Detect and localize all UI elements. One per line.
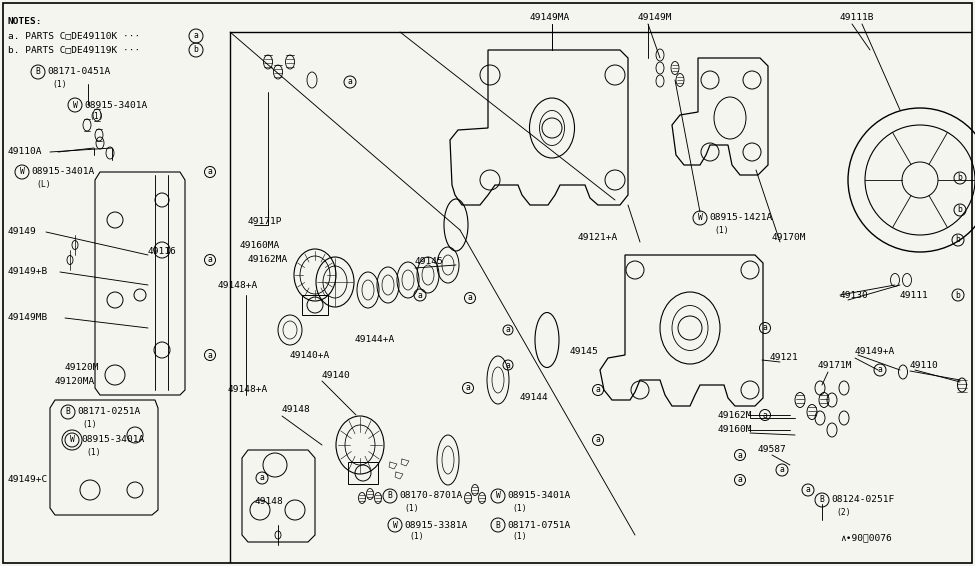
Text: b: b bbox=[957, 205, 962, 215]
Text: B: B bbox=[495, 521, 500, 530]
Text: 49110: 49110 bbox=[910, 361, 939, 370]
Text: 49140+A: 49140+A bbox=[290, 350, 331, 359]
Text: (1): (1) bbox=[512, 533, 526, 542]
Text: 49144+A: 49144+A bbox=[355, 336, 395, 345]
Text: (1): (1) bbox=[404, 504, 418, 512]
Text: 49130: 49130 bbox=[840, 290, 869, 299]
Text: b: b bbox=[956, 290, 960, 299]
Text: b: b bbox=[957, 174, 962, 182]
Bar bbox=[302, 295, 328, 315]
Text: 49162MA: 49162MA bbox=[248, 255, 289, 264]
Text: 49145: 49145 bbox=[415, 258, 444, 267]
Text: B: B bbox=[65, 408, 70, 417]
Text: 08915-1421A: 08915-1421A bbox=[709, 213, 772, 222]
Text: 08915-3401A: 08915-3401A bbox=[81, 435, 144, 444]
Text: (1): (1) bbox=[82, 419, 97, 428]
Text: (2): (2) bbox=[836, 508, 850, 517]
Text: a: a bbox=[737, 451, 742, 460]
Text: (1): (1) bbox=[89, 113, 103, 122]
Text: 49160M: 49160M bbox=[718, 426, 753, 435]
Text: a: a bbox=[208, 350, 213, 359]
Text: (1): (1) bbox=[52, 79, 66, 88]
Text: (1): (1) bbox=[86, 448, 100, 457]
Text: a: a bbox=[805, 486, 810, 495]
Text: 49140: 49140 bbox=[322, 371, 351, 379]
Text: a: a bbox=[347, 78, 352, 87]
Text: 08170-8701A: 08170-8701A bbox=[399, 491, 462, 500]
Text: a: a bbox=[780, 465, 785, 474]
Text: b. PARTS C□DE49119K ···: b. PARTS C□DE49119K ··· bbox=[8, 45, 140, 54]
Text: 08171-0451A: 08171-0451A bbox=[47, 67, 110, 76]
Text: (1): (1) bbox=[409, 533, 423, 542]
Text: W: W bbox=[69, 435, 74, 444]
Text: W: W bbox=[393, 521, 398, 530]
Text: B: B bbox=[35, 67, 40, 76]
Text: W: W bbox=[20, 168, 24, 177]
Text: b: b bbox=[956, 235, 960, 245]
Text: 49171P: 49171P bbox=[248, 217, 283, 226]
Text: a: a bbox=[466, 384, 470, 392]
Text: 08171-0251A: 08171-0251A bbox=[77, 408, 140, 417]
Text: W: W bbox=[495, 491, 500, 500]
Text: 08915-3401A: 08915-3401A bbox=[31, 168, 95, 177]
Text: 49149+B: 49149+B bbox=[8, 268, 48, 277]
Text: (L): (L) bbox=[36, 179, 51, 188]
Text: 08915-3401A: 08915-3401A bbox=[507, 491, 570, 500]
Text: ∧∙90：0076: ∧∙90：0076 bbox=[840, 534, 892, 542]
Text: a: a bbox=[259, 474, 264, 482]
Text: 49110A: 49110A bbox=[8, 148, 43, 157]
Text: 49145: 49145 bbox=[570, 348, 599, 357]
Text: 49149: 49149 bbox=[8, 228, 37, 237]
Text: W: W bbox=[72, 101, 77, 109]
Text: a: a bbox=[468, 294, 473, 302]
Text: 49148: 49148 bbox=[282, 405, 311, 414]
Text: 49111B: 49111B bbox=[840, 14, 875, 23]
Text: a: a bbox=[208, 255, 213, 264]
Text: a: a bbox=[596, 435, 601, 444]
Text: 49162M: 49162M bbox=[718, 410, 753, 419]
Text: 49120M: 49120M bbox=[65, 363, 99, 372]
Text: 49120MA: 49120MA bbox=[55, 378, 96, 387]
Text: 49148+A: 49148+A bbox=[218, 281, 258, 289]
Text: (1): (1) bbox=[512, 504, 526, 512]
Text: 49116: 49116 bbox=[148, 247, 176, 256]
Text: 49121+A: 49121+A bbox=[578, 234, 618, 242]
Text: a: a bbox=[762, 324, 767, 332]
Text: a: a bbox=[506, 325, 511, 335]
Text: 49148: 49148 bbox=[255, 498, 284, 507]
Text: 08915-3381A: 08915-3381A bbox=[404, 521, 467, 530]
Text: 49149+C: 49149+C bbox=[8, 475, 48, 484]
Text: (1): (1) bbox=[714, 225, 728, 234]
Text: a: a bbox=[208, 168, 213, 177]
Text: 49160MA: 49160MA bbox=[240, 241, 280, 250]
Text: 08124-0251F: 08124-0251F bbox=[831, 495, 894, 504]
Text: 49148+A: 49148+A bbox=[228, 385, 268, 395]
Text: 49149+A: 49149+A bbox=[855, 348, 895, 357]
Text: b: b bbox=[194, 45, 199, 54]
Text: 49170M: 49170M bbox=[772, 234, 806, 242]
Bar bbox=[348, 462, 378, 484]
Text: W: W bbox=[697, 213, 702, 222]
Text: a: a bbox=[506, 361, 511, 370]
Text: 49149MB: 49149MB bbox=[8, 314, 48, 323]
Text: B: B bbox=[388, 491, 392, 500]
Text: a: a bbox=[737, 475, 742, 484]
Text: 49171M: 49171M bbox=[818, 361, 852, 370]
Text: 49121: 49121 bbox=[770, 354, 799, 362]
Text: 49149MA: 49149MA bbox=[530, 14, 570, 23]
Text: a: a bbox=[596, 385, 601, 395]
Text: 49111: 49111 bbox=[900, 290, 929, 299]
Text: 49149M: 49149M bbox=[638, 14, 673, 23]
Text: a: a bbox=[762, 410, 767, 419]
Text: a: a bbox=[194, 32, 199, 41]
Text: 49587: 49587 bbox=[758, 445, 787, 454]
Text: a: a bbox=[417, 290, 422, 299]
Text: 49144: 49144 bbox=[520, 393, 549, 402]
Text: NOTES:: NOTES: bbox=[8, 18, 43, 27]
Text: 08915-3401A: 08915-3401A bbox=[84, 101, 147, 109]
Text: B: B bbox=[820, 495, 825, 504]
Text: 08171-0751A: 08171-0751A bbox=[507, 521, 570, 530]
Text: a: a bbox=[878, 366, 882, 375]
Text: a. PARTS C□DE49110K ···: a. PARTS C□DE49110K ··· bbox=[8, 32, 140, 41]
